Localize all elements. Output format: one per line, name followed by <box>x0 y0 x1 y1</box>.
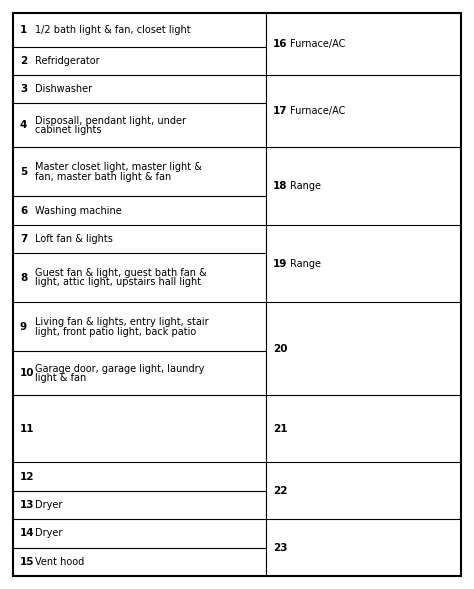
Text: Furnace/AC: Furnace/AC <box>290 39 346 49</box>
Text: 7: 7 <box>20 234 27 244</box>
Text: light, attic light, upstairs hall light: light, attic light, upstairs hall light <box>35 277 201 287</box>
Text: 1: 1 <box>20 25 27 35</box>
Text: Guest fan & light, guest bath fan &: Guest fan & light, guest bath fan & <box>35 268 207 278</box>
Text: Living fan & lights, entry light, stair: Living fan & lights, entry light, stair <box>35 317 209 327</box>
Text: Vent hood: Vent hood <box>35 557 84 567</box>
Text: Disposall, pendant light, under: Disposall, pendant light, under <box>35 115 186 125</box>
Text: Range: Range <box>290 259 321 269</box>
Text: Loft fan & lights: Loft fan & lights <box>35 234 113 244</box>
Text: Garage door, garage light, laundry: Garage door, garage light, laundry <box>35 363 204 373</box>
Text: 5: 5 <box>20 167 27 177</box>
Text: 23: 23 <box>273 542 288 552</box>
Text: Refridgerator: Refridgerator <box>35 56 100 66</box>
Text: 2: 2 <box>20 56 27 66</box>
Text: 11: 11 <box>20 424 35 434</box>
Text: Master closet light, master light &: Master closet light, master light & <box>35 162 202 172</box>
Text: 22: 22 <box>273 486 288 496</box>
Text: 12: 12 <box>20 472 35 482</box>
Text: cabinet lights: cabinet lights <box>35 125 101 135</box>
Text: 15: 15 <box>20 557 35 567</box>
Text: Dryer: Dryer <box>35 500 63 510</box>
Text: fan, master bath light & fan: fan, master bath light & fan <box>35 171 171 181</box>
Text: 14: 14 <box>20 528 35 538</box>
Text: 1/2 bath light & fan, closet light: 1/2 bath light & fan, closet light <box>35 25 191 35</box>
Text: 4: 4 <box>20 120 27 130</box>
Text: Washing machine: Washing machine <box>35 206 122 216</box>
Text: Dishwasher: Dishwasher <box>35 84 92 94</box>
Text: Dryer: Dryer <box>35 528 63 538</box>
Text: 6: 6 <box>20 206 27 216</box>
Text: light, front patio light, back patio: light, front patio light, back patio <box>35 326 196 336</box>
Text: 20: 20 <box>273 344 288 354</box>
Text: light & fan: light & fan <box>35 373 86 383</box>
Text: 17: 17 <box>273 106 288 116</box>
Text: 18: 18 <box>273 181 288 191</box>
Text: 16: 16 <box>273 39 288 49</box>
Text: 21: 21 <box>273 424 288 434</box>
Text: Furnace/AC: Furnace/AC <box>290 106 346 116</box>
Text: 8: 8 <box>20 273 27 283</box>
Text: 10: 10 <box>20 368 35 378</box>
Text: Range: Range <box>290 181 321 191</box>
Text: 13: 13 <box>20 500 35 510</box>
Text: 9: 9 <box>20 322 27 332</box>
Text: 3: 3 <box>20 84 27 94</box>
Text: 19: 19 <box>273 259 288 269</box>
